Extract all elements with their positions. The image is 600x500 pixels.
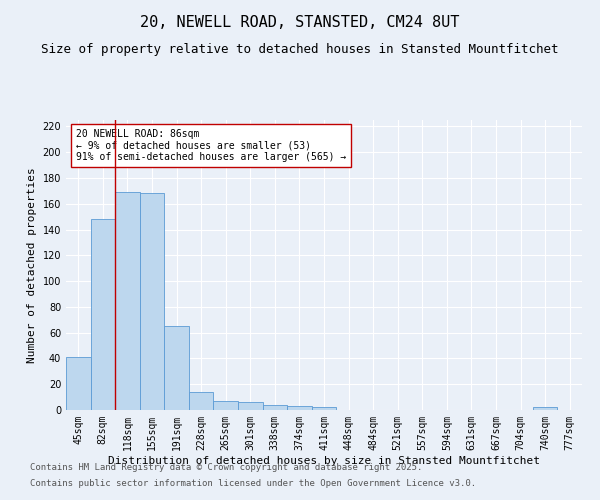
Bar bbox=[91, 219, 115, 410]
Bar bbox=[115, 192, 140, 410]
Bar bbox=[533, 408, 557, 410]
Bar bbox=[312, 408, 336, 410]
Text: 20, NEWELL ROAD, STANSTED, CM24 8UT: 20, NEWELL ROAD, STANSTED, CM24 8UT bbox=[140, 15, 460, 30]
Y-axis label: Number of detached properties: Number of detached properties bbox=[27, 167, 37, 363]
Text: Contains public sector information licensed under the Open Government Licence v3: Contains public sector information licen… bbox=[30, 478, 476, 488]
Bar bbox=[140, 194, 164, 410]
Text: Size of property relative to detached houses in Stansted Mountfitchet: Size of property relative to detached ho… bbox=[41, 42, 559, 56]
Bar bbox=[287, 406, 312, 410]
Text: Contains HM Land Registry data © Crown copyright and database right 2025.: Contains HM Land Registry data © Crown c… bbox=[30, 464, 422, 472]
Bar bbox=[214, 401, 238, 410]
Bar bbox=[263, 405, 287, 410]
Text: 20 NEWELL ROAD: 86sqm
← 9% of detached houses are smaller (53)
91% of semi-detac: 20 NEWELL ROAD: 86sqm ← 9% of detached h… bbox=[76, 128, 347, 162]
Bar bbox=[66, 357, 91, 410]
Bar bbox=[164, 326, 189, 410]
Bar bbox=[189, 392, 214, 410]
Bar bbox=[238, 402, 263, 410]
X-axis label: Distribution of detached houses by size in Stansted Mountfitchet: Distribution of detached houses by size … bbox=[108, 456, 540, 466]
